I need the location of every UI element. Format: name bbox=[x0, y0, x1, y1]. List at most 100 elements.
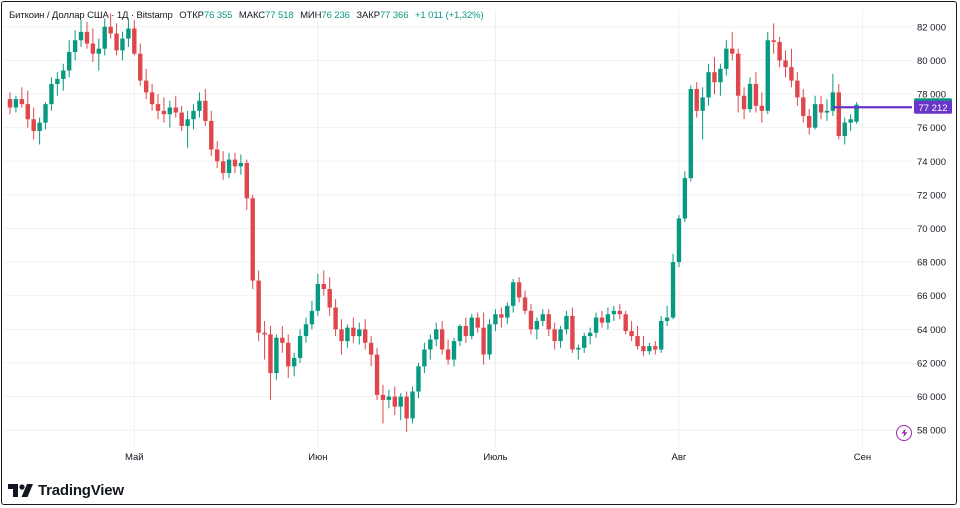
candle[interactable] bbox=[647, 342, 652, 355]
candle[interactable] bbox=[132, 20, 137, 56]
candle[interactable] bbox=[327, 277, 332, 316]
candle[interactable] bbox=[777, 36, 782, 68]
candle[interactable] bbox=[392, 386, 397, 416]
candle[interactable] bbox=[587, 327, 593, 345]
candle[interactable] bbox=[830, 73, 836, 116]
candle[interactable] bbox=[428, 334, 433, 360]
candle[interactable] bbox=[114, 23, 119, 56]
candle[interactable] bbox=[481, 312, 486, 365]
candle[interactable] bbox=[256, 270, 261, 342]
symbol-title[interactable]: Биткоин / Доллар США · 1Д · Bitstamp bbox=[9, 10, 173, 21]
candle[interactable] bbox=[783, 50, 788, 78]
candle[interactable] bbox=[215, 141, 220, 168]
candle[interactable] bbox=[812, 95, 818, 130]
candle[interactable] bbox=[576, 344, 581, 360]
candle[interactable] bbox=[688, 85, 693, 182]
candle[interactable] bbox=[197, 92, 202, 118]
candle[interactable] bbox=[238, 154, 244, 175]
candle[interactable] bbox=[516, 277, 522, 303]
candle[interactable] bbox=[191, 104, 196, 130]
candle[interactable] bbox=[138, 43, 143, 86]
candle[interactable] bbox=[528, 304, 534, 335]
candle[interactable] bbox=[617, 304, 622, 320]
candle[interactable] bbox=[795, 72, 800, 106]
candle[interactable] bbox=[167, 100, 173, 128]
candle[interactable] bbox=[149, 83, 155, 111]
candle[interactable] bbox=[463, 317, 469, 343]
candle[interactable] bbox=[203, 88, 208, 126]
candle[interactable] bbox=[90, 28, 96, 63]
candle[interactable] bbox=[179, 105, 184, 132]
candle[interactable] bbox=[599, 310, 605, 328]
candle[interactable] bbox=[250, 194, 255, 290]
candle[interactable] bbox=[368, 336, 374, 367]
candle[interactable] bbox=[546, 309, 551, 337]
candle[interactable] bbox=[818, 95, 824, 120]
candle[interactable] bbox=[244, 159, 249, 211]
candle[interactable] bbox=[315, 273, 321, 316]
candle[interactable] bbox=[410, 386, 415, 424]
candle[interactable] bbox=[706, 63, 711, 106]
candle[interactable] bbox=[718, 63, 723, 96]
candle[interactable] bbox=[398, 393, 403, 421]
candle[interactable] bbox=[457, 324, 463, 347]
candle[interactable] bbox=[380, 384, 386, 424]
candle[interactable] bbox=[540, 309, 545, 326]
candle[interactable] bbox=[801, 88, 806, 123]
candle[interactable] bbox=[558, 325, 563, 348]
candle[interactable] bbox=[836, 83, 841, 140]
candle[interactable] bbox=[55, 72, 60, 96]
candle[interactable] bbox=[682, 171, 688, 222]
candle[interactable] bbox=[31, 107, 36, 140]
candle[interactable] bbox=[96, 38, 101, 71]
candle[interactable] bbox=[143, 68, 149, 100]
candle[interactable] bbox=[339, 319, 344, 355]
candle[interactable] bbox=[511, 278, 516, 313]
candle[interactable] bbox=[641, 336, 646, 357]
candle[interactable] bbox=[522, 290, 528, 315]
candle[interactable] bbox=[659, 315, 664, 353]
candle[interactable] bbox=[759, 92, 765, 123]
candle[interactable] bbox=[37, 117, 42, 145]
candle[interactable] bbox=[469, 314, 474, 340]
candle[interactable] bbox=[291, 352, 297, 377]
candle[interactable] bbox=[155, 94, 161, 120]
candle[interactable] bbox=[434, 322, 439, 347]
candle[interactable] bbox=[789, 48, 794, 88]
candle[interactable] bbox=[564, 310, 569, 335]
candle[interactable] bbox=[712, 57, 717, 95]
candle[interactable] bbox=[209, 110, 214, 157]
candle[interactable] bbox=[505, 302, 510, 325]
candle[interactable] bbox=[351, 317, 356, 343]
candle[interactable] bbox=[629, 320, 634, 342]
candle[interactable] bbox=[7, 92, 13, 115]
candle[interactable] bbox=[303, 317, 309, 343]
candle[interactable] bbox=[635, 325, 640, 350]
candle[interactable] bbox=[262, 320, 267, 360]
candle[interactable] bbox=[765, 31, 770, 115]
candle[interactable] bbox=[321, 270, 326, 296]
candle[interactable] bbox=[570, 307, 575, 353]
candle[interactable] bbox=[747, 77, 753, 113]
candle[interactable] bbox=[475, 312, 480, 333]
candle[interactable] bbox=[854, 102, 859, 124]
candle[interactable] bbox=[19, 87, 25, 108]
candle[interactable] bbox=[848, 114, 853, 132]
candle[interactable] bbox=[286, 334, 291, 379]
candle[interactable] bbox=[226, 152, 232, 179]
candle[interactable] bbox=[25, 90, 30, 128]
candle[interactable] bbox=[552, 322, 557, 350]
lightning-icon[interactable] bbox=[896, 425, 912, 441]
candle[interactable] bbox=[120, 31, 125, 61]
candle[interactable] bbox=[126, 18, 131, 47]
candle[interactable] bbox=[173, 95, 178, 118]
tradingview-logo[interactable]: TradingView bbox=[8, 482, 124, 499]
candle[interactable] bbox=[67, 40, 72, 78]
candle[interactable] bbox=[694, 82, 699, 118]
candle[interactable] bbox=[49, 77, 54, 111]
candle[interactable] bbox=[309, 300, 315, 330]
candle[interactable] bbox=[13, 95, 19, 113]
candle[interactable] bbox=[274, 334, 279, 380]
candle[interactable] bbox=[61, 63, 66, 91]
